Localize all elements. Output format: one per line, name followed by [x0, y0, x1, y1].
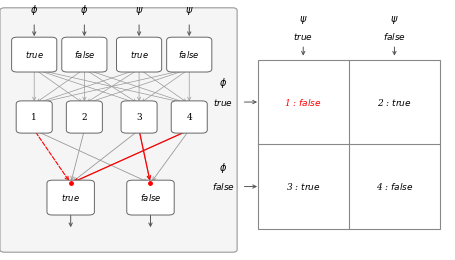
Text: $true$: $true$ — [25, 49, 44, 60]
Text: $false$: $false$ — [73, 49, 95, 60]
Text: $\phi$: $\phi$ — [30, 3, 38, 17]
Text: $\psi$: $\psi$ — [185, 5, 193, 17]
FancyBboxPatch shape — [171, 101, 207, 133]
FancyBboxPatch shape — [12, 37, 56, 72]
Text: $\psi$: $\psi$ — [298, 14, 307, 26]
Text: 3 : $true$: 3 : $true$ — [285, 181, 320, 192]
Text: $\phi$: $\phi$ — [219, 161, 227, 175]
Text: $true$: $true$ — [213, 96, 233, 108]
Text: $true$: $true$ — [293, 31, 313, 42]
Text: $true$: $true$ — [61, 192, 80, 203]
Text: $true$: $true$ — [129, 49, 148, 60]
Text: $false$: $false$ — [139, 192, 161, 203]
Text: 2: 2 — [81, 113, 87, 121]
Text: 1 : $false$: 1 : $false$ — [284, 96, 321, 108]
Text: 3: 3 — [136, 113, 142, 121]
FancyBboxPatch shape — [116, 37, 162, 72]
Text: $\phi$: $\phi$ — [219, 76, 227, 90]
FancyBboxPatch shape — [167, 37, 211, 72]
FancyBboxPatch shape — [0, 8, 237, 252]
Text: $\psi$: $\psi$ — [135, 5, 143, 17]
Bar — [257, 60, 439, 229]
Text: $false$: $false$ — [178, 49, 200, 60]
Text: $false$: $false$ — [382, 31, 405, 42]
FancyBboxPatch shape — [121, 101, 157, 133]
Text: 2 : $true$: 2 : $true$ — [376, 96, 411, 108]
Text: $false$: $false$ — [212, 181, 234, 192]
FancyBboxPatch shape — [47, 180, 94, 215]
FancyBboxPatch shape — [126, 180, 174, 215]
FancyBboxPatch shape — [16, 101, 52, 133]
FancyBboxPatch shape — [61, 37, 106, 72]
FancyBboxPatch shape — [66, 101, 102, 133]
Text: 4 : $false$: 4 : $false$ — [375, 181, 412, 192]
Text: 1: 1 — [31, 113, 37, 121]
Text: $\psi$: $\psi$ — [389, 14, 398, 26]
Text: 4: 4 — [186, 113, 192, 121]
Text: $\phi$: $\phi$ — [80, 3, 88, 17]
